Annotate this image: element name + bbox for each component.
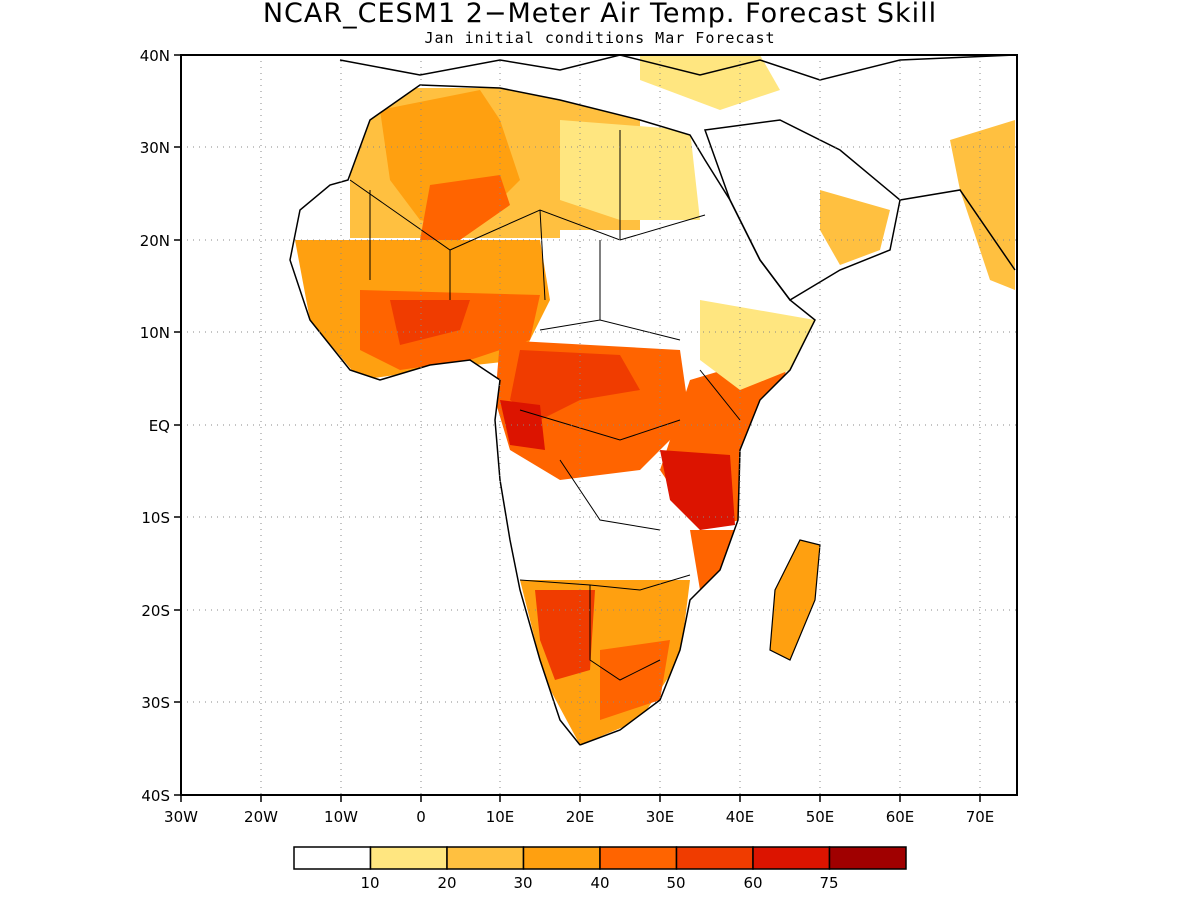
skill-region-horn (700, 300, 815, 390)
colorbar-swatch (828, 846, 907, 870)
skill-region-mozambique (690, 530, 740, 590)
skill-region-sahara-hot (420, 175, 510, 240)
country-borders (349, 130, 741, 681)
x-tick-label: 30W (164, 808, 198, 826)
colorbar-label: 20 (437, 874, 456, 892)
skill-shading (295, 88, 815, 745)
colorbar-swatch (599, 846, 678, 870)
y-tick-label: 40N (140, 47, 170, 65)
map-title: NCAR_CESM1 2−Meter Air Temp. Forecast Sk… (262, 0, 938, 29)
arabia-coastline (703, 119, 901, 301)
colorbar-swatch (675, 846, 754, 870)
y-tick-label: 30N (140, 139, 170, 157)
y-tick-label: 10N (140, 324, 170, 342)
y-tick-label: 30S (141, 694, 170, 712)
x-tick-label: 60E (886, 808, 915, 826)
x-tick-label: 0 (416, 808, 426, 826)
skill-region-south-africa-core (600, 640, 670, 720)
colorbar-swatch (752, 846, 831, 870)
skill-region-egypt (560, 120, 700, 220)
colorbar-label: 30 (513, 874, 532, 892)
x-tick-label: 20W (244, 808, 278, 826)
madagascar-shading (769, 539, 821, 661)
y-tick-label: 40S (141, 787, 170, 805)
colorbar-label: 50 (666, 874, 685, 892)
y-axis-ticks (174, 54, 181, 796)
x-tick-label: 70E (966, 808, 995, 826)
asia-coastline (899, 189, 1016, 271)
x-tick-label: 10E (486, 808, 515, 826)
colorbar-swatch (293, 846, 372, 870)
map-subtitle: Jan initial conditions Mar Forecast (424, 29, 776, 47)
x-tick-label: 50E (806, 808, 835, 826)
skill-region-angola (510, 480, 620, 580)
colorbar-swatch (369, 846, 448, 870)
y-tick-label: 20S (141, 602, 170, 620)
x-tick-label: 30E (646, 808, 675, 826)
skill-region-tanzania-core (660, 450, 735, 530)
colorbar-label: 10 (360, 874, 379, 892)
y-tick-label: EQ (149, 417, 170, 435)
skill-region-congo-core (510, 350, 640, 420)
europe-shading (640, 55, 780, 110)
x-axis-ticks (180, 795, 981, 802)
skill-region-sahel-core (390, 300, 470, 345)
colorbar-swatch (446, 846, 525, 870)
y-tick-labels: 40N 30N 20N 10N EQ 10S 20S 30S 40S (140, 47, 170, 805)
x-tick-labels: 30W 20W 10W 0 10E 20E 30E 40E 50E 60E 70… (164, 808, 994, 826)
colorbar: 10 20 30 40 50 60 75 (293, 846, 907, 892)
colorbar-label: 40 (590, 874, 609, 892)
asia-shading (950, 120, 1015, 290)
colorbar-label: 60 (743, 874, 762, 892)
x-tick-label: 20E (566, 808, 595, 826)
skill-region-namibia-core (535, 590, 595, 680)
gridlines (181, 55, 1017, 795)
colorbar-swatch (522, 846, 601, 870)
coastlines (289, 54, 1016, 746)
arabia-shading (820, 190, 890, 265)
skill-region-gabon (500, 400, 545, 450)
x-tick-label: 10W (324, 808, 358, 826)
x-tick-label: 40E (726, 808, 755, 826)
colorbar-label: 75 (819, 874, 838, 892)
europe-coastline (339, 54, 1016, 81)
africa-coastline (289, 84, 816, 746)
y-tick-label: 20N (140, 232, 170, 250)
y-tick-label: 10S (141, 509, 170, 527)
